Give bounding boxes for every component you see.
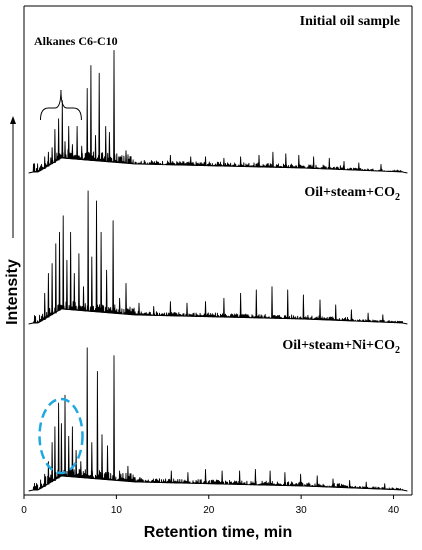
chromatogram-traces (28, 49, 408, 492)
alkanes-brace (39, 89, 82, 121)
series-labels: Initial oil sample Oil+steam+CO2 Oil+steam… (282, 14, 400, 356)
y-axis-title-group: Intensity (4, 116, 21, 325)
x-axis-title: Retention time, min (144, 524, 292, 541)
chromatogram-line (28, 347, 408, 492)
x-tick-label: 10 (111, 505, 123, 516)
chromatogram-line (28, 49, 408, 174)
series-label: Initial oil sample (300, 14, 400, 29)
x-tick-label: 20 (203, 505, 215, 516)
x-tick-label: 0 (21, 505, 27, 516)
x-tick-label: 30 (296, 505, 308, 516)
alkanes-label: Alkanes C6-C10 (34, 34, 118, 48)
y-axis-arrowhead (10, 116, 16, 124)
series-label: Oil+steam+Ni+CO2 (282, 338, 400, 356)
x-tick-label: 40 (388, 505, 400, 516)
highlight-ellipse (38, 397, 84, 475)
y-axis-title: Intensity (4, 259, 21, 325)
x-ticks: 0 10 20 30 40 (21, 495, 400, 516)
series-label: Oil+steam+CO2 (304, 185, 400, 203)
chromatogram-line (28, 190, 408, 325)
